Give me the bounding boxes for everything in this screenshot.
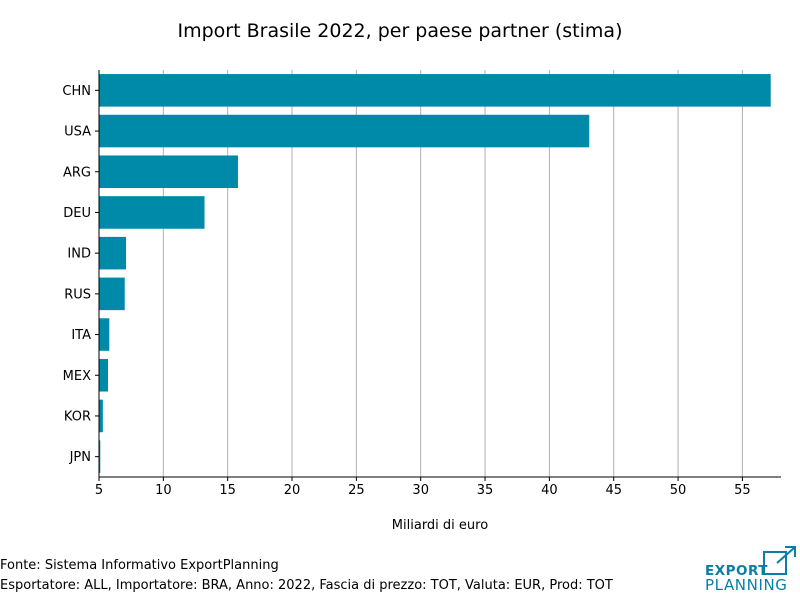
bar-chart: 5 10 15 20 25 30 35 40 45 50 55 CHN USA ARG DEU IND RUS I… — [62, 70, 781, 533]
bar-arg — [99, 155, 238, 189]
bar-deu — [99, 196, 205, 229]
axes: 5 10 15 20 25 30 35 40 45 50 55 CHN USA ARG DEU IND RUS I… — [62, 70, 781, 498]
y-tick-label-usa: USA — [64, 125, 91, 140]
bar-ita — [99, 318, 110, 351]
y-tick-label-mex: MEX — [63, 369, 91, 384]
y-tick-label-arg: ARG — [63, 165, 91, 180]
logo-text-export: EXPORT — [705, 563, 768, 579]
logo-text-planning: PLANNING — [705, 576, 788, 594]
x-tick-label-15: 15 — [219, 483, 236, 498]
x-axis-label: Miliardi di euro — [392, 518, 488, 533]
x-tick-label-20: 20 — [284, 483, 301, 498]
logo-mark-icon — [763, 546, 796, 575]
y-tick-label-rus: RUS — [64, 287, 91, 302]
filter-details-text: Esportatore: ALL, Importatore: BRA, Anno… — [0, 578, 613, 593]
bar-kor — [99, 399, 103, 433]
x-tick-label-50: 50 — [670, 483, 687, 498]
y-tick-label-jpn: JPN — [69, 450, 91, 465]
chart-title: Import Brasile 2022, per paese partner (… — [177, 20, 623, 42]
bar-usa — [99, 114, 590, 148]
y-tick-label-chn: CHN — [62, 84, 91, 99]
x-tick-label-10: 10 — [155, 483, 172, 498]
bar-mex — [99, 358, 109, 392]
source-text: Fonte: Sistema Informativo ExportPlannin… — [0, 558, 279, 573]
x-tick-label-40: 40 — [541, 483, 558, 498]
x-tick-label-5: 5 — [95, 483, 103, 498]
x-tick-label-55: 55 — [734, 483, 751, 498]
exportplanning-logo: EXPORT PLANNING — [705, 545, 797, 595]
y-tick-label-ita: ITA — [71, 328, 91, 343]
x-tick-label-45: 45 — [605, 483, 622, 498]
grid-lines — [162, 70, 743, 477]
y-tick-label-deu: DEU — [63, 206, 91, 221]
bar-rus — [99, 277, 125, 311]
bar-chn — [99, 74, 771, 107]
x-tick-label-30: 30 — [412, 483, 429, 498]
bar-ind — [99, 236, 127, 270]
x-tick-label-35: 35 — [477, 483, 494, 498]
y-tick-label-kor: KOR — [64, 409, 91, 424]
x-tick-label-25: 25 — [348, 483, 365, 498]
y-tick-label-ind: IND — [67, 247, 91, 262]
bar-jpn — [99, 440, 101, 473]
bars — [99, 74, 771, 473]
